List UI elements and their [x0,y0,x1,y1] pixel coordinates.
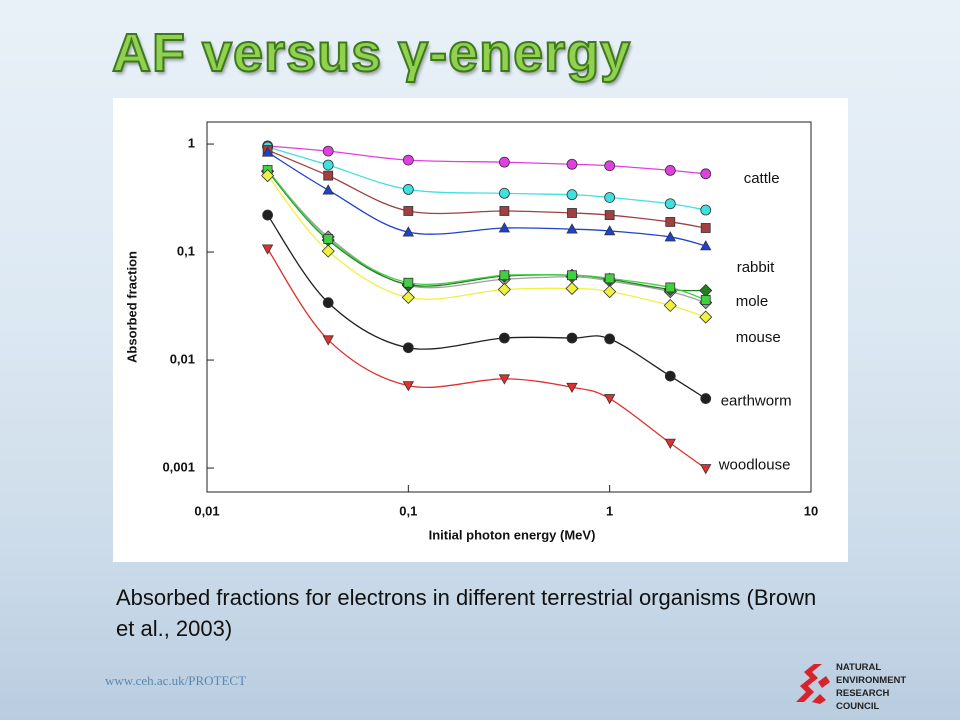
slide-title: AF versus γ-energy [111,22,632,84]
point [322,145,334,157]
point [401,290,415,304]
series-label: mole [736,293,769,310]
point [498,187,510,199]
x-tick-label: 10 [804,503,818,518]
series-label: earthworm [721,393,792,410]
point [261,244,274,255]
point [498,332,510,344]
point [700,168,712,180]
nerc-logo: NATURAL ENVIRONMENT RESEARCH COUNCIL [792,658,922,712]
x-tick-label: 0,1 [399,503,417,518]
chart-background [113,98,848,562]
point [322,184,334,195]
point [603,225,616,236]
point [664,165,676,176]
series-line [267,145,706,175]
point [603,394,616,405]
point [402,342,414,354]
point [665,282,676,293]
caption: Absorbed fractions for electrons in diff… [116,585,817,641]
point [566,189,578,201]
point [700,223,711,233]
point [566,382,578,394]
point [322,159,334,171]
point [498,222,511,233]
point [566,223,578,234]
point [403,206,414,216]
point [566,332,578,344]
point [565,281,579,296]
y-tick-label: 0,01 [170,351,195,366]
series-label: mouse [736,329,781,346]
point [604,273,615,284]
point [664,231,676,242]
point [700,240,712,251]
point [261,169,275,183]
point [322,297,334,309]
point [402,154,414,166]
point [664,198,676,210]
y-tick-label: 1 [188,135,195,150]
point [604,160,616,172]
point [567,270,577,281]
point [322,335,334,346]
point [604,210,615,220]
point [321,244,335,258]
point [402,381,415,392]
point [664,370,676,382]
y-tick-label: 0,1 [177,243,195,258]
point [604,333,616,345]
y-tick-label: 0,001 [162,459,195,474]
plot-frame [206,121,812,493]
point [700,295,711,305]
point [700,464,712,475]
point [700,393,712,404]
logo-line: NATURAL [836,662,882,673]
point [402,184,414,195]
point [498,374,511,385]
chart: Initial photon energy (MeV) Absorbed fra… [113,98,848,562]
point [498,156,510,168]
x-tick-label: 1 [606,503,613,518]
logo-text: NATURAL ENVIRONMENT RESEARCH COUNCIL [836,661,922,713]
y-axis-label: Absorbed fraction [124,251,139,363]
point [665,217,676,227]
series-label: rabbit [737,259,775,276]
point [323,234,334,244]
point [499,270,510,281]
logo-icon [796,664,830,704]
point [699,310,713,324]
point [567,208,577,218]
point [323,170,334,181]
series-line [267,146,706,211]
point [262,209,274,221]
x-tick-label: 0,01 [194,503,219,518]
point [499,206,510,216]
point [403,277,414,288]
logo-line: ENVIRONMENT [836,675,907,686]
point [604,192,616,203]
point [566,158,578,170]
point [664,438,676,449]
point [261,146,274,157]
series-label: cattle [744,170,780,187]
point [603,285,617,299]
point [402,226,415,237]
x-axis-label: Initial photon energy (MeV) [429,527,596,542]
footer-url: www.ceh.ac.uk/PROTECT [105,673,247,688]
point [700,204,712,216]
series-label: woodlouse [718,456,791,473]
point [663,298,677,313]
logo-line: RESEARCH COUNCIL [836,688,890,712]
point [497,282,511,297]
